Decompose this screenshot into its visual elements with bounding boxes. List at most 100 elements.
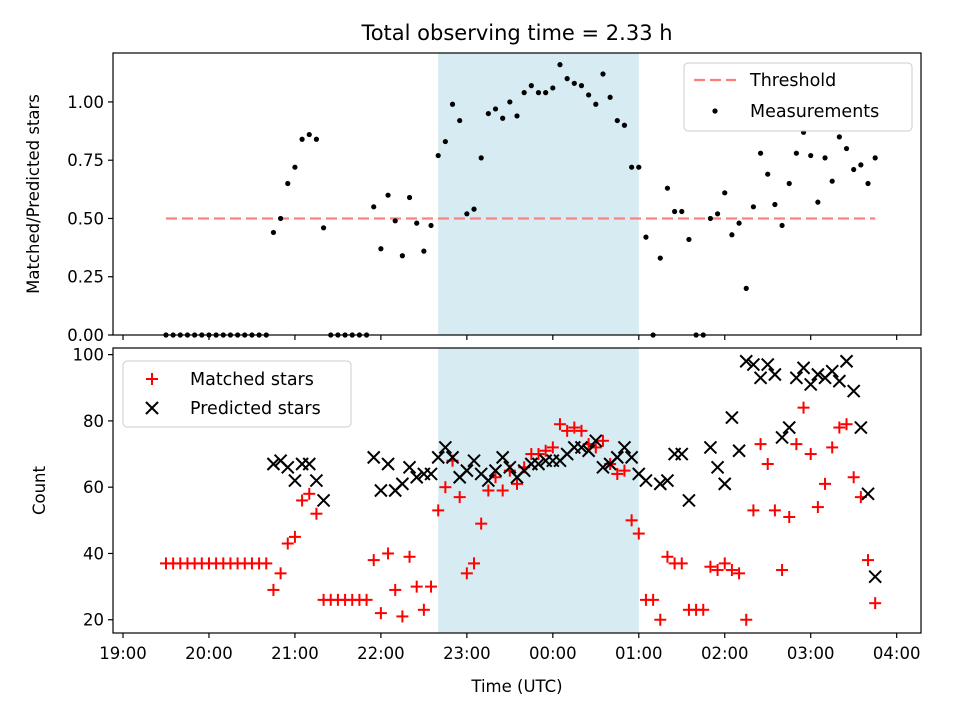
measurement-point: [793, 150, 799, 156]
y-tick-label: 1.00: [67, 93, 104, 112]
predicted-star-point: [481, 473, 496, 488]
matched-star-point: [862, 554, 875, 567]
predicted-star-point: [825, 364, 839, 378]
measurement-point: [543, 90, 549, 96]
x-tick-label: 00:00: [529, 644, 577, 663]
chart-title: Total observing time = 2.33 h: [360, 21, 672, 45]
predicted-star-point: [374, 483, 388, 498]
matched-star-point: [733, 567, 746, 580]
matched-star-point: [310, 507, 323, 520]
matched-star-point: [596, 434, 609, 447]
predicted-star-point: [445, 450, 460, 465]
measurement-point: [320, 225, 327, 231]
top-panel: 0.00 0.25 0.50 0.75 1.00 Matched/Predicted s…: [24, 52, 922, 345]
measurement-point: [385, 192, 391, 198]
measurement-point: [414, 220, 420, 226]
matched-star-point: [654, 613, 667, 626]
x-axis-label: Time (UTC): [470, 677, 562, 696]
predicted-star-point: [503, 460, 517, 475]
matched-star-point: [711, 564, 724, 577]
predicted-star-point: [682, 493, 696, 508]
measurement-point: [729, 232, 735, 238]
legend-measurements-label: Measurements: [750, 102, 879, 122]
top-y-ticks: 0.00 0.25 0.50 0.75 1.00: [67, 93, 113, 345]
predicted-star-point: [660, 473, 675, 488]
measurement-point: [507, 99, 513, 105]
predicted-star-point: [675, 447, 689, 461]
matched-star-point: [482, 484, 495, 497]
matched-star-point: [453, 491, 466, 504]
y-tick-label: 0.00: [67, 326, 104, 345]
measurement-point: [428, 222, 434, 229]
predicted-star-point: [531, 457, 546, 471]
y-tick-label: 100: [73, 346, 105, 365]
measurement-point: [306, 131, 312, 138]
bottom-legend-box: [122, 360, 352, 428]
measurement-point: [478, 155, 484, 161]
measurement-point: [686, 236, 692, 243]
measurement-point: [299, 136, 305, 142]
predicted-star-point: [703, 440, 718, 455]
top-legend: Threshold Measurements: [683, 62, 913, 132]
matched-star-point: [274, 567, 287, 580]
matched-star-point: [754, 438, 767, 451]
matched-star-point: [625, 514, 638, 527]
measurement-point: [492, 106, 499, 112]
matched-star-point: [675, 557, 688, 570]
measurement-point: [714, 211, 721, 217]
matched-star-point: [403, 550, 416, 563]
matched-star-point: [826, 441, 839, 454]
measurement-point: [471, 206, 477, 212]
x-tick-label: 19:00: [99, 644, 147, 663]
matched-star-point: [718, 557, 731, 570]
predicted-star-point: [796, 361, 811, 375]
matched-star-point: [532, 448, 545, 461]
measurement-point: [485, 110, 491, 117]
predicted-star-point: [288, 473, 302, 488]
predicted-star-point: [718, 477, 732, 491]
measurement-point: [521, 90, 527, 96]
predicted-star-point: [381, 457, 395, 471]
measurement-point: [815, 199, 821, 205]
legend-threshold-label: Threshold: [749, 71, 836, 91]
measurement-point: [421, 248, 427, 254]
matched-star-point: [697, 603, 710, 616]
measurement-point: [750, 204, 757, 210]
predicted-star-point: [589, 434, 603, 448]
matched-star-point: [360, 593, 373, 606]
y-tick-label: 0.25: [67, 268, 104, 287]
predicted-star-point: [732, 444, 746, 458]
predicted-star-point: [610, 450, 624, 465]
measurement-point: [500, 115, 506, 121]
matched-star-point: [869, 597, 882, 610]
predicted-star-point: [460, 463, 474, 478]
predicted-star-point: [431, 450, 445, 465]
matched-star-point: [783, 511, 796, 524]
matched-star-point: [790, 438, 803, 451]
predicted-star-point: [789, 371, 804, 385]
matched-star-point: [768, 504, 781, 517]
measurement-point: [786, 180, 792, 187]
measurement-point: [557, 62, 563, 68]
measurement-point: [757, 150, 764, 156]
measurement-point: [779, 222, 785, 229]
matched-star-point: [546, 441, 559, 454]
measurement-point: [593, 101, 599, 107]
measurement-point: [836, 134, 842, 140]
matched-star-point: [575, 424, 588, 437]
predicted-star-point: [488, 463, 503, 478]
predicted-stars-points: [266, 354, 882, 584]
predicted-star-point: [811, 367, 825, 382]
measurement-point: [571, 80, 577, 86]
matched-star-point: [260, 557, 273, 570]
measurement-point: [600, 71, 606, 77]
observing-window-shade-bottom: [438, 348, 639, 633]
matched-star-point: [475, 517, 488, 530]
predicted-star-point: [617, 440, 632, 455]
x-tick-label: 23:00: [443, 644, 491, 663]
predicted-star-point: [266, 457, 281, 471]
x-tick-label: 02:00: [701, 644, 749, 663]
matched-star-point: [303, 487, 316, 500]
matched-star-point: [382, 547, 395, 560]
measurement-point: [371, 204, 377, 210]
